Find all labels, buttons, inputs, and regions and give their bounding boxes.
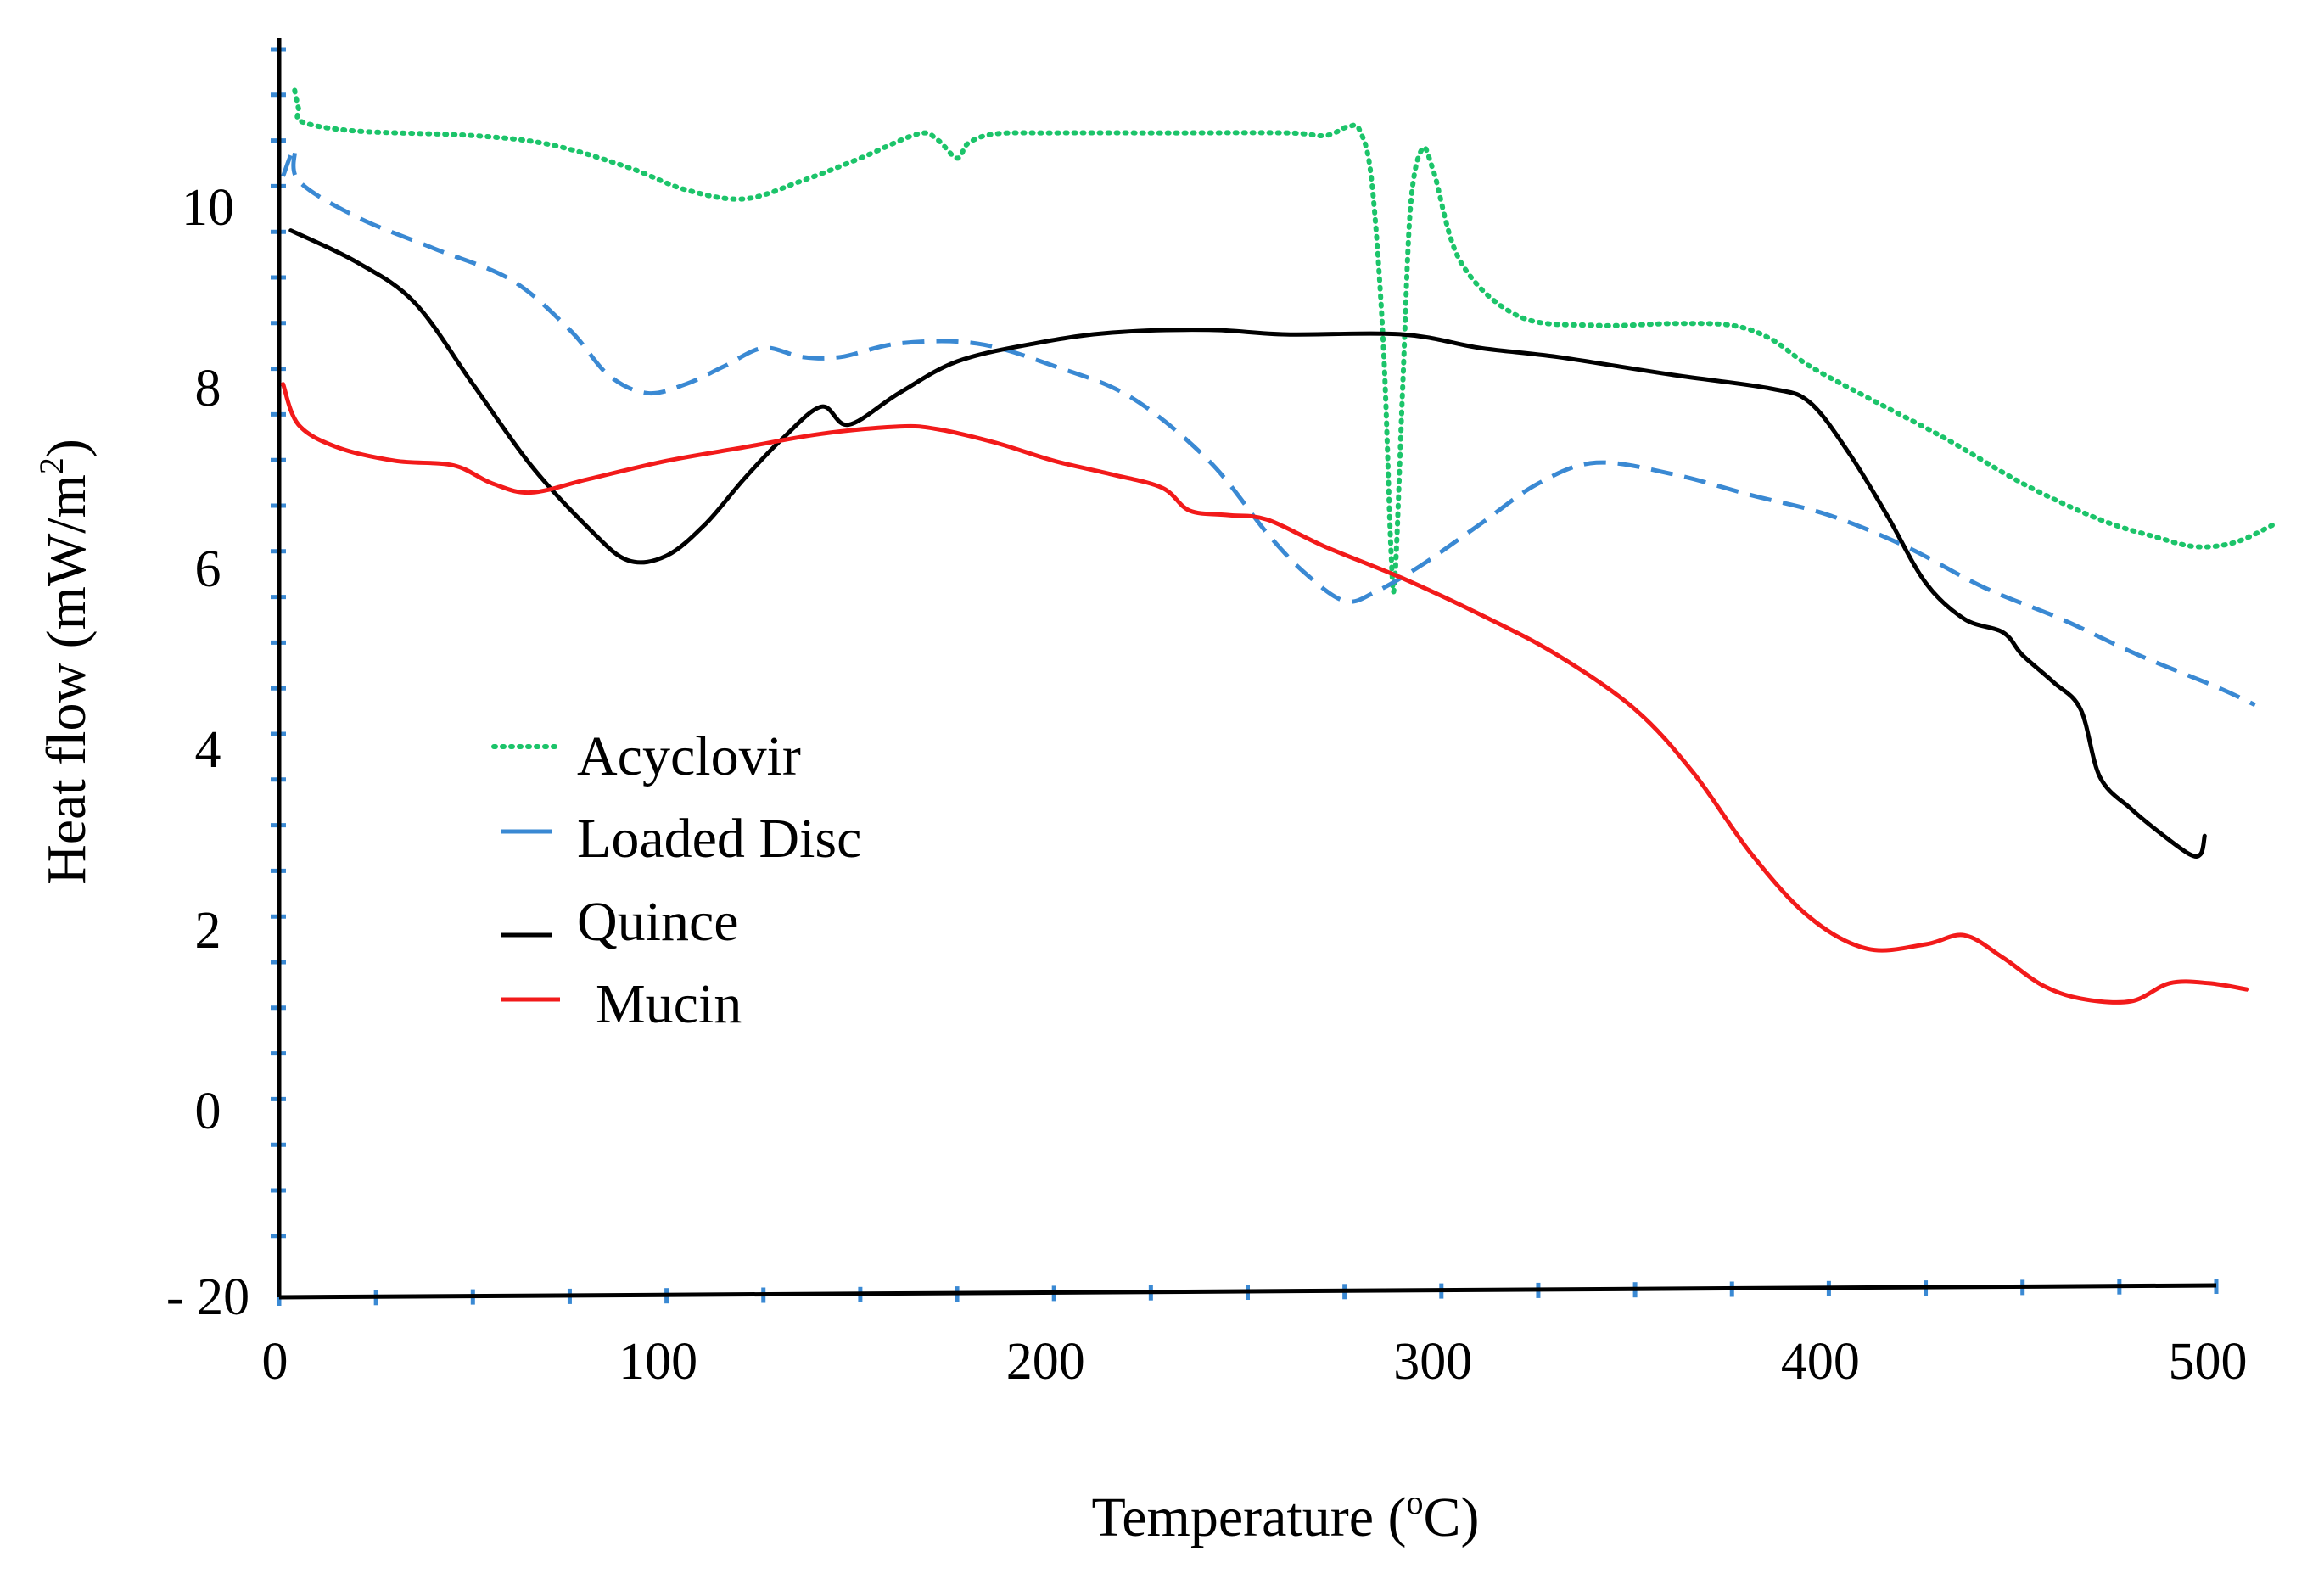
x-tick-labels: 0 100 200 300 400 500: [262, 1333, 2248, 1391]
y-tick-label: 4: [195, 721, 221, 779]
y-tick-label: 10: [182, 179, 234, 237]
series-line-loaded-disc: [281, 147, 2256, 708]
x-tick-label: 0: [262, 1333, 288, 1391]
data-series: [281, 87, 2277, 1005]
series-line-acyclovir: [292, 87, 2277, 595]
legend-label-acyclovir: Acyclovir: [577, 725, 801, 787]
y-tick-label: 6: [195, 540, 221, 598]
x-axis-title: Temperature (oC): [1092, 1483, 1480, 1548]
x-tick-label: 400: [1781, 1333, 1860, 1391]
x-tick-label: 200: [1006, 1333, 1085, 1391]
series-line-quince: [288, 228, 2207, 859]
x-tick-label: 100: [619, 1333, 697, 1391]
x-tick-label: 300: [1393, 1333, 1472, 1391]
y-axis-title: Heat flow (mW/m2): [32, 439, 98, 885]
x-tick-label: 500: [2169, 1333, 2248, 1391]
y-tick-label: 0: [195, 1083, 221, 1140]
y-tick-label: 2: [195, 902, 221, 960]
y-tick-label: 8: [195, 360, 221, 417]
x-axis-line: [278, 1283, 2217, 1300]
axis-ticks: [271, 47, 2219, 1306]
series-line-mucin: [281, 382, 2249, 1005]
legend: Acyclovir Loaded Disc Quince Mucin: [491, 725, 861, 1035]
legend-label-quince: Quince: [577, 891, 739, 953]
y-tick-label: - 20: [166, 1268, 249, 1326]
y-tick-labels: - 20 0 2 4 6 8 10: [166, 179, 249, 1326]
legend-label-mucin: Mucin: [596, 973, 742, 1035]
legend-label-loaded-disc: Loaded Disc: [577, 808, 861, 870]
